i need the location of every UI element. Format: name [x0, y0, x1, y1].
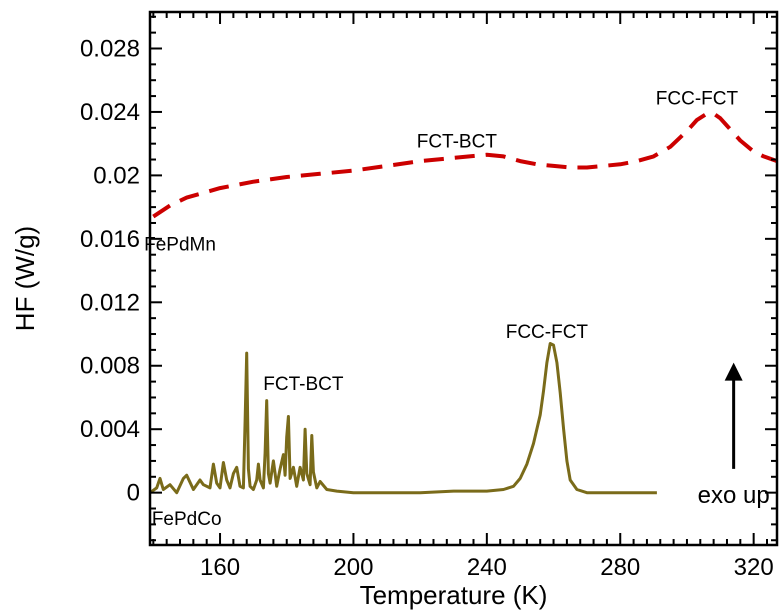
y-tick-label: 0.028	[80, 35, 140, 62]
series-line-fepdco	[150, 342, 657, 495]
y-tick-label: 0.008	[80, 353, 140, 380]
labels-layer: 160 200 240 280 320 0 0.004 0.008 0.012 0.016 0.02…	[80, 35, 774, 581]
x-tick-label: 200	[333, 554, 373, 581]
y-axis-title: HF (W/g)	[10, 226, 40, 331]
plot-frame	[148, 10, 779, 547]
x-tick-label: 160	[200, 554, 240, 581]
annotation-layer: FePdMn FCT-BCT FCC-FCT FCC-FCT FCT-BCT FePdCo…	[144, 89, 770, 530]
annotation-fepdmn: FePdMn	[144, 235, 216, 256]
series-layer	[150, 111, 777, 495]
series-line-fepdmn	[152, 111, 777, 219]
annotation-fct-bct: FCT-BCT	[417, 131, 498, 152]
annotation-fcc-fct: FCC-FCT	[656, 89, 739, 110]
y-tick-label: 0	[127, 480, 140, 507]
y-tick-label: 0.012	[80, 289, 140, 316]
annotation-fcc-fct: FCC-FCT	[506, 322, 589, 343]
y-tick-label: 0.016	[80, 226, 140, 253]
annotation-exo-up: exo up	[698, 482, 770, 509]
x-tick-label: 280	[600, 554, 640, 581]
annotation-fepdco: FePdCo	[152, 509, 222, 530]
x-axis-title: Temperature (K)	[360, 580, 548, 610]
x-tick-label: 240	[467, 554, 507, 581]
x-tick-label: 320	[734, 554, 774, 581]
y-tick-label: 0.024	[80, 99, 140, 126]
exo-arrow-head	[724, 362, 743, 381]
y-tick-label: 0.02	[93, 162, 140, 189]
y-tick-label: 0.004	[80, 416, 140, 443]
annotation-fct-bct: FCT-BCT	[263, 374, 344, 395]
